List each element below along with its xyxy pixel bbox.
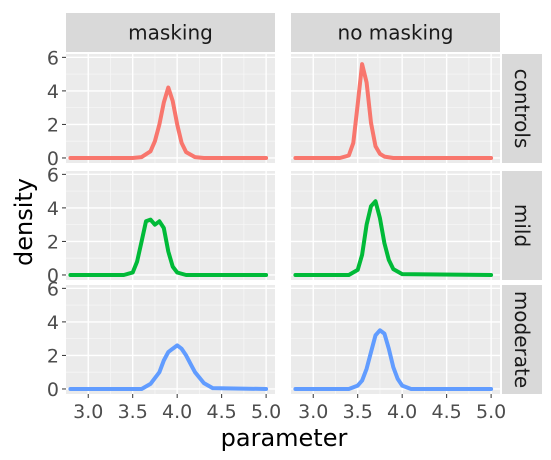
panel-background	[291, 54, 500, 163]
strip-label-row: controls	[510, 69, 534, 149]
y-tick-label: 6	[47, 164, 59, 186]
panel-no-masking-controls	[291, 54, 500, 163]
panel-masking-controls	[66, 54, 275, 163]
y-tick-label: 0	[47, 265, 59, 287]
x-tick-label: 5.0	[476, 401, 506, 423]
strip-label-row: moderate	[510, 291, 534, 388]
x-axis-title: parameter	[221, 424, 348, 452]
x-tick-label: 3.0	[73, 401, 103, 423]
strip-top-no-masking	[291, 13, 500, 52]
panel-no-masking-moderate	[291, 285, 500, 394]
density-line-controls	[293, 62, 494, 160]
facet-panels	[66, 54, 500, 394]
y-tick-label: 2	[47, 231, 59, 253]
panel-masking-mild	[66, 171, 275, 280]
strip-label-row: mild	[510, 204, 534, 247]
y-tick-label: 0	[47, 148, 59, 170]
x-tick-label: 4.0	[162, 401, 192, 423]
x-tick-label: 5.0	[251, 401, 281, 423]
y-tick-label: 4	[47, 312, 59, 334]
x-tick-label: 4.5	[207, 401, 237, 423]
y-tick-label: 6	[47, 47, 59, 69]
strip-label-column: masking	[128, 21, 213, 45]
x-tick-label: 4.0	[387, 401, 417, 423]
strip-label-column: no masking	[338, 21, 454, 45]
density-line-moderate	[293, 328, 494, 391]
x-tick-label: 3.5	[118, 401, 148, 423]
y-tick-label: 4	[47, 81, 59, 103]
panel-background	[291, 171, 500, 280]
panel-masking-moderate	[66, 285, 275, 394]
y-tick-label: 6	[47, 278, 59, 300]
y-tick-label: 4	[47, 198, 59, 220]
facet-strips: masking no masking controls mild moderate	[66, 13, 542, 394]
density-line-moderate	[68, 343, 269, 391]
strip-top-masking	[66, 13, 275, 52]
density-line-mild	[68, 217, 269, 277]
panel-background	[66, 54, 275, 163]
strip-side-controls	[502, 54, 542, 163]
density-line-mild	[293, 199, 494, 277]
strip-side-mild	[502, 171, 542, 280]
panel-no-masking-mild	[291, 171, 500, 280]
x-tick-label: 4.5	[432, 401, 462, 423]
strip-side-moderate	[502, 285, 542, 394]
y-tick-label: 0	[47, 379, 59, 401]
panel-background	[66, 285, 275, 394]
y-tick-label: 2	[47, 345, 59, 367]
x-axis-ticks: 3.0 3.5 4.0 4.5 5.0 3.0 3.5 4.0 4.5 5.0	[73, 394, 506, 423]
y-axis-title: density	[10, 178, 38, 266]
x-tick-label: 3.0	[298, 401, 328, 423]
x-tick-label: 3.5	[343, 401, 373, 423]
density-line-controls	[68, 85, 269, 160]
y-tick-label: 2	[47, 114, 59, 136]
